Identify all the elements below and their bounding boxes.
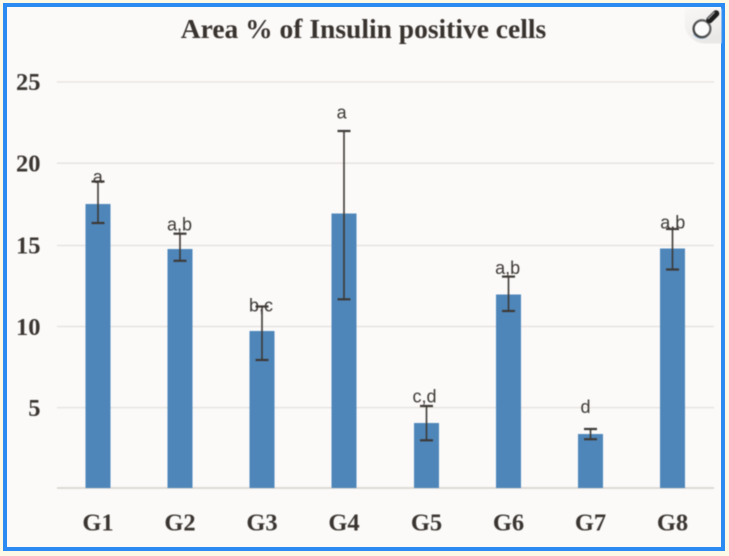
svg-text:G7: G7: [575, 510, 606, 537]
svg-text:10: 10: [16, 314, 41, 341]
svg-text:25: 25: [16, 69, 41, 96]
svg-text:G4: G4: [328, 510, 359, 537]
svg-text:G3: G3: [246, 510, 277, 537]
svg-text:G8: G8: [657, 510, 688, 537]
svg-text:b,c: b,c: [249, 296, 273, 316]
svg-text:c,d: c,d: [412, 387, 436, 407]
svg-text:a,b: a,b: [660, 212, 685, 232]
svg-text:5: 5: [28, 395, 40, 422]
svg-text:a: a: [93, 167, 104, 187]
svg-text:Area % of Insulin positive cel: Area % of Insulin positive cells: [181, 13, 547, 44]
svg-text:a,b: a,b: [495, 258, 520, 278]
svg-text:20: 20: [16, 150, 41, 177]
svg-text:G1: G1: [82, 510, 113, 537]
svg-text:a,b: a,b: [167, 215, 192, 235]
svg-text:15: 15: [16, 233, 41, 260]
svg-text:G5: G5: [411, 510, 442, 537]
svg-text:G2: G2: [164, 510, 195, 537]
svg-text:d: d: [580, 397, 590, 417]
svg-text:a: a: [337, 103, 348, 123]
svg-text:G6: G6: [493, 510, 524, 537]
